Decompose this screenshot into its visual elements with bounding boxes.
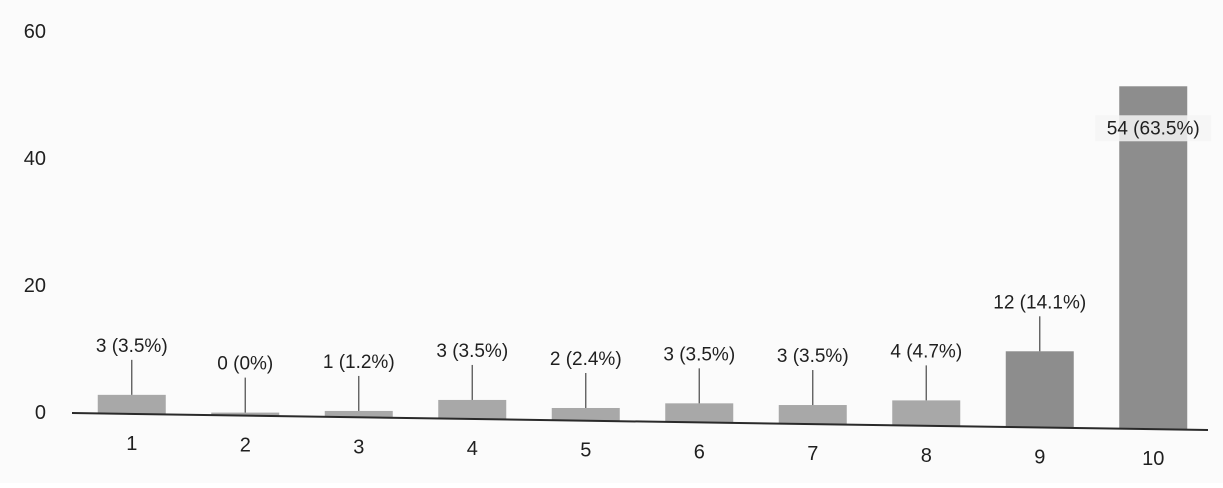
y-tick-label: 0 bbox=[35, 402, 46, 424]
bar bbox=[778, 405, 847, 425]
bar bbox=[97, 394, 166, 414]
x-axis-line bbox=[71, 412, 1209, 431]
bar bbox=[1119, 86, 1188, 430]
bar bbox=[324, 410, 393, 418]
data-label-leaders bbox=[131, 316, 1041, 413]
data-label: 12 (14.1%) bbox=[993, 292, 1086, 313]
x-tick-label: 4 bbox=[467, 438, 478, 460]
data-label: 0 (0%) bbox=[217, 354, 273, 375]
data-label: 3 (3.5%) bbox=[777, 346, 849, 367]
data-label: 2 (2.4%) bbox=[550, 349, 622, 370]
bar bbox=[1005, 351, 1074, 428]
y-tick-label: 20 bbox=[24, 275, 46, 297]
y-tick-label: 40 bbox=[24, 148, 46, 170]
x-tick-label: 10 bbox=[1142, 448, 1164, 470]
x-tick-label: 7 bbox=[807, 443, 818, 465]
x-axis-ticks: 1 2 3 4 5 6 7 8 9 10 bbox=[126, 433, 1164, 470]
data-label: 54 (63.5%) bbox=[1107, 118, 1200, 139]
bar bbox=[665, 403, 734, 423]
data-label: 3 (3.5%) bbox=[436, 341, 508, 362]
x-tick-label: 8 bbox=[921, 445, 932, 467]
data-label: 3 (3.5%) bbox=[96, 336, 168, 357]
data-label-backdrop bbox=[1095, 115, 1212, 142]
data-label: 1 (1.2%) bbox=[323, 352, 395, 373]
bars bbox=[97, 86, 1188, 430]
x-tick-label: 2 bbox=[240, 435, 251, 457]
x-tick-label: 1 bbox=[126, 433, 137, 455]
x-tick-label: 9 bbox=[1034, 446, 1045, 468]
bar bbox=[551, 407, 620, 421]
bar bbox=[438, 399, 507, 419]
data-label: 3 (3.5%) bbox=[663, 344, 735, 365]
x-tick-label: 3 bbox=[353, 436, 364, 458]
data-labels: 3 (3.5%) 0 (0%) 1 (1.2%) 3 (3.5%) 2 (2.4%) 3 … bbox=[96, 115, 1212, 375]
x-tick-label: 6 bbox=[694, 441, 705, 463]
x-tick-label: 5 bbox=[580, 440, 591, 462]
data-label: 4 (4.7%) bbox=[890, 341, 962, 362]
bar bbox=[892, 400, 961, 426]
y-axis-ticks: 0 20 40 60 bbox=[24, 21, 46, 424]
bar bbox=[211, 412, 280, 416]
y-tick-label: 60 bbox=[24, 21, 46, 43]
